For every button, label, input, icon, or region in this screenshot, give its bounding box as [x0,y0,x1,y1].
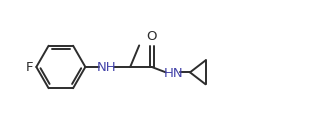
Text: O: O [147,30,157,43]
Text: HN: HN [163,66,183,79]
Text: NH: NH [97,61,117,74]
Text: F: F [26,61,33,74]
